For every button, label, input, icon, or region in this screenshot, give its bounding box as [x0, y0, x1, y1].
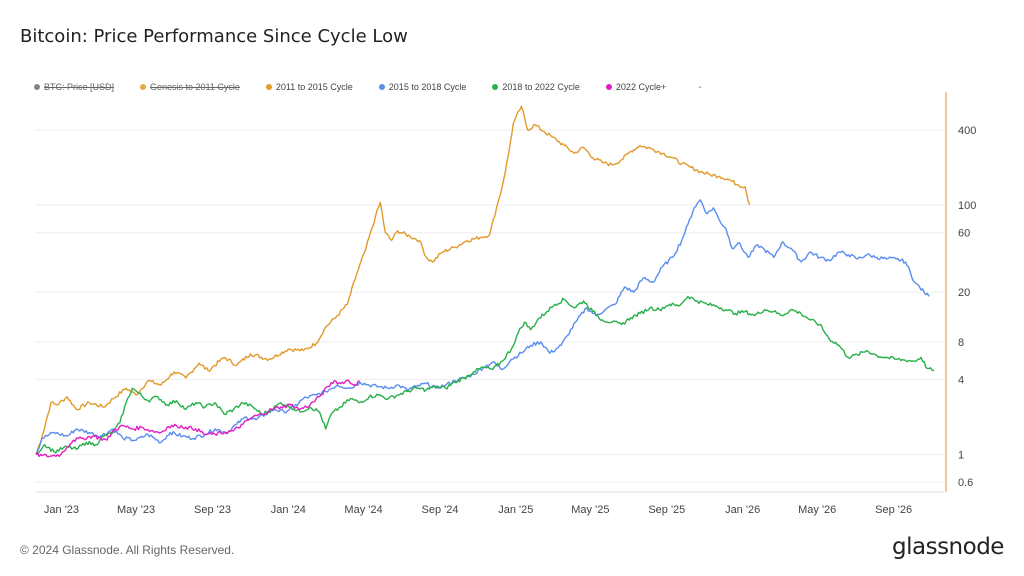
legend-label: Genesis to 2011 Cycle [150, 82, 240, 92]
copyright-text: © 2024 Glassnode. All Rights Reserved. [20, 543, 235, 557]
series-line-c2018 [35, 295, 935, 456]
y-tick-label: 60 [958, 228, 970, 240]
series-line-c2015 [35, 199, 930, 455]
legend-label: 2015 to 2018 Cycle [388, 82, 467, 92]
x-tick-label: Sep '25 [648, 504, 685, 516]
x-tick-label: Jan '23 [44, 504, 79, 516]
chart-title: Bitcoin: Price Performance Since Cycle L… [20, 26, 408, 47]
legend-label: 2022 Cycle+ [615, 82, 667, 92]
legend-item-btc-price[interactable]: BTC: Price [USD] [34, 82, 114, 92]
y-tick-label: 4 [958, 374, 964, 386]
legend-item-2015-cycle[interactable]: 2015 to 2018 Cycle [378, 82, 467, 92]
y-tick-label: 0.6 [958, 477, 973, 489]
y-tick-label: 100 [958, 200, 976, 212]
series-line-c2011 [35, 105, 751, 455]
legend-item-genesis-cycle[interactable]: Genesis to 2011 Cycle [140, 82, 240, 92]
legend-label: 2018 to 2022 Cycle [502, 82, 580, 92]
x-tick-label: May '26 [798, 504, 836, 516]
legend-dot-icon [605, 84, 612, 90]
legend-dot-icon [265, 84, 272, 90]
series-line-c2022 [35, 379, 360, 458]
legend-item-2011-cycle[interactable]: 2011 to 2015 Cycle [265, 82, 353, 92]
legend-label: BTC: Price [USD] [44, 82, 115, 92]
x-tick-label: Jan '25 [498, 504, 533, 516]
legend-dot-icon [492, 84, 499, 90]
y-tick-label: 20 [958, 287, 970, 299]
x-tick-label: Sep '26 [875, 504, 912, 516]
x-tick-label: Jan '26 [725, 504, 760, 516]
legend-dot-icon [378, 84, 385, 90]
x-tick-label: May '23 [117, 504, 155, 516]
legend-label: 2011 to 2015 Cycle [275, 82, 353, 92]
x-tick-label: May '25 [571, 504, 609, 516]
x-tick-label: May '24 [344, 504, 382, 516]
legend-item-2018-cycle[interactable]: 2018 to 2022 Cycle [492, 82, 580, 92]
glassnode-logo: glassnode [892, 534, 1004, 560]
legend-item-2022-cycle[interactable]: 2022 Cycle+ [605, 82, 667, 92]
y-tick-label: 1 [958, 449, 964, 461]
x-tick-label: Sep '23 [194, 504, 231, 516]
legend-dot-icon [34, 84, 40, 90]
y-tick-label: 8 [958, 337, 964, 349]
chart-legend: BTC: Price [USD] Genesis to 2011 Cycle 2… [34, 80, 702, 94]
legend-dot-icon [140, 84, 147, 90]
legend-more[interactable]: - [698, 81, 702, 93]
y-tick-label: 400 [958, 125, 976, 137]
x-tick-label: Sep '24 [421, 504, 458, 516]
x-tick-label: Jan '24 [271, 504, 306, 516]
